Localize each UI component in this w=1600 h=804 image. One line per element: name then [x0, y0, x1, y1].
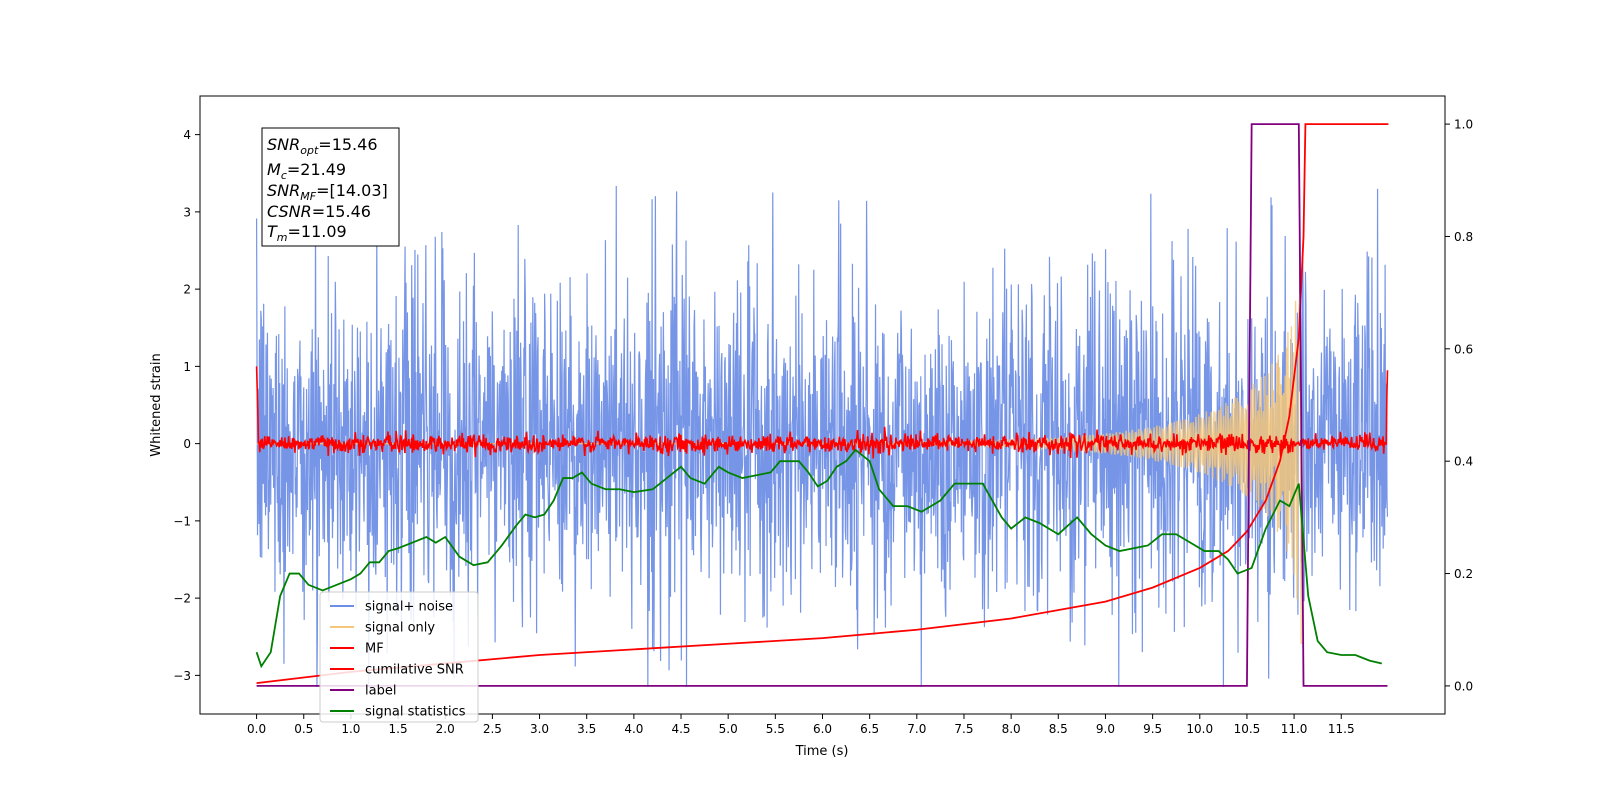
annotation-box: SNRopt=15.46 Mc=21.49 SNRMF=[14.03] CSNR…: [261, 127, 400, 247]
y-tick-label: −3: [173, 669, 191, 683]
y-tick-label: 2: [183, 283, 191, 297]
x-tick-label: 6.5: [860, 722, 879, 736]
x-tick-label: 1.5: [389, 722, 408, 736]
y2-tick-label: 0.2: [1454, 567, 1473, 581]
x-tick-label: 3.5: [577, 722, 596, 736]
legend-label: signal+ noise: [365, 600, 453, 615]
series-cumilative-snr-line: [256, 123, 1389, 684]
legend-box: [319, 591, 479, 723]
annotation-snr-opt: SNRopt=15.46: [267, 135, 378, 157]
x-tick-label: 5.0: [719, 722, 738, 736]
x-tick-label: 7.5: [954, 722, 973, 736]
x-tick-label: 3.0: [530, 722, 549, 736]
plot-area: [255, 123, 1389, 687]
y2-tick-label: 0.0: [1454, 679, 1473, 693]
x-tick-label: 5.5: [766, 722, 785, 736]
y2-tick-label: 0.6: [1454, 342, 1473, 356]
y-tick-label: 0: [183, 437, 191, 451]
y-tick-label: 1: [183, 360, 191, 374]
legend: signal+ noise signal only MF cumilative SNR…: [319, 591, 479, 723]
series-label-line: [256, 123, 1388, 687]
x-tick-label: 2.5: [483, 722, 502, 736]
annotation-merger-time: Tm=11.09: [267, 222, 347, 244]
x-axis-label: Time (s): [795, 744, 849, 759]
x-tick-label: 9.0: [1096, 722, 1115, 736]
annotation-chirp-mass: Mc=21.49: [267, 160, 346, 182]
series-signal-statistics-line: [255, 448, 1383, 669]
x-tick-label: 1.0: [341, 722, 360, 736]
x-tick-label: 4.0: [624, 722, 643, 736]
annotation-snr-mf: SNRMF=[14.03]: [267, 181, 388, 203]
x-tick-label: 6.0: [813, 722, 832, 736]
y-axis-left: 4 3 2 1 0 −1 −2 −3: [173, 128, 200, 683]
y-axis-label: Whitened strain: [149, 353, 164, 456]
y-tick-label: 4: [183, 128, 191, 142]
y-tick-label: 3: [183, 205, 191, 219]
x-tick-label: 10.5: [1234, 722, 1261, 736]
y-tick-label: −1: [173, 514, 191, 528]
y2-tick-label: 1.0: [1454, 118, 1473, 132]
legend-label: signal statistics: [365, 705, 466, 720]
series-mf-line: [255, 366, 1389, 459]
x-tick-label: 9.5: [1143, 722, 1162, 736]
y-tick-label: −2: [173, 592, 191, 606]
x-tick-label: 0.5: [294, 722, 313, 736]
x-tick-label: 11.0: [1281, 722, 1308, 736]
x-tick-label: 4.5: [671, 722, 690, 736]
legend-label: label: [365, 684, 396, 699]
x-tick-label: 8.0: [1002, 722, 1021, 736]
x-tick-label: 11.5: [1328, 722, 1355, 736]
y-axis-right: 1.0 0.8 0.6 0.4 0.2 0.0: [1445, 118, 1473, 693]
legend-label: cumilative SNR: [365, 663, 464, 678]
x-tick-label: 8.5: [1049, 722, 1068, 736]
legend-label: signal only: [365, 621, 435, 636]
y2-tick-label: 0.4: [1454, 455, 1473, 469]
series-signal-noise-line: [255, 186, 1389, 687]
legend-label: MF: [365, 642, 384, 657]
annotation-csnr: CSNR=15.46: [267, 202, 371, 221]
x-tick-label: 7.0: [907, 722, 926, 736]
y2-tick-label: 0.8: [1454, 230, 1473, 244]
x-tick-label: 2.0: [436, 722, 455, 736]
x-tick-label: 10.0: [1186, 722, 1213, 736]
x-axis: 0.0 0.5 1.0 1.5 2.0 2.5 3.0 3.5 4.0 4.5 5.0 5.5 6.0 6…: [247, 714, 1355, 736]
x-tick-label: 0.0: [247, 722, 266, 736]
